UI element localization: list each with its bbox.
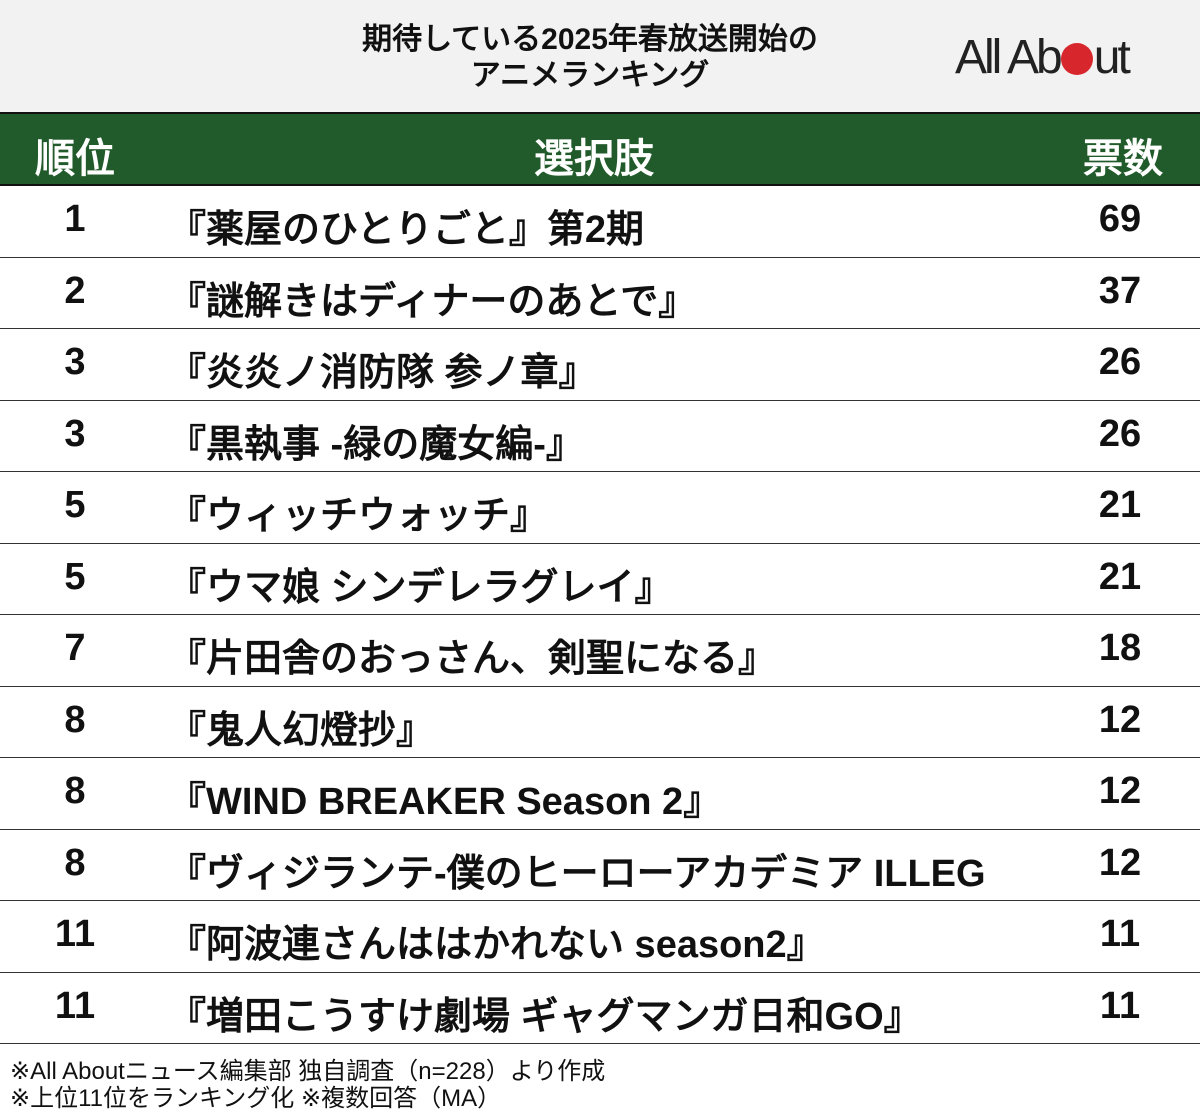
choice-cell: 『ウィッチウォッチ』	[168, 495, 549, 537]
rank-cell: 5	[64, 484, 86, 526]
page-title: 期待している2025年春放送開始の アニメランキング	[290, 22, 890, 94]
table-row: 8 『WIND BREAKER Season 2』 12	[0, 758, 1200, 830]
rank-cell: 11	[54, 913, 96, 955]
table-row: 8 『鬼人幻燈抄』 12	[0, 687, 1200, 758]
votes-cell: 26	[1098, 341, 1142, 383]
ranking-table: 1 『薬屋のひとりごと』第2期 69 2 『謎解きはディナーのあとで』 37 3 『炎炎ノ消防…	[0, 186, 1200, 1044]
votes-cell: 21	[1098, 484, 1142, 526]
choice-cell: 『増田こうすけ劇場 ギャグマンガ日和GO』	[168, 995, 922, 1038]
choice-cell: 『ヴィジランテ-僕のヒーローアカデミア ILLEG	[168, 852, 986, 895]
logo-text: All Ab	[955, 31, 1063, 84]
votes-cell: 21	[1098, 555, 1142, 598]
title-line-1: 期待している2025年春放送開始の	[362, 23, 818, 56]
header-rank: 順位	[35, 137, 115, 181]
table-row: 11 『増田こうすけ劇場 ギャグマンガ日和GO』 11	[0, 973, 1200, 1044]
votes-cell: 18	[1098, 627, 1142, 669]
rank-cell: 5	[64, 555, 86, 598]
table-row: 1 『薬屋のひとりごと』第2期 69	[0, 186, 1200, 258]
choice-cell: 『鬼人幻燈抄』	[168, 709, 435, 752]
title-bar: 期待している2025年春放送開始の アニメランキング All Ab ut	[0, 0, 1200, 114]
footnote: ※上位11位をランキング化 ※複数回答（MA）	[10, 1085, 502, 1112]
choice-cell: 『炎炎ノ消防隊 参ノ章』	[168, 352, 597, 394]
table-row: 3 『炎炎ノ消防隊 参ノ章』 26	[0, 329, 1200, 401]
table-row: 7 『片田舎のおっさん、剣聖になる』 18	[0, 615, 1200, 687]
rank-cell: 8	[64, 698, 86, 741]
rank-cell: 8	[64, 770, 86, 812]
footnote: ※All Aboutニュース編集部 独自調査（n=228）より作成	[10, 1058, 606, 1085]
rank-cell: 3	[64, 412, 86, 455]
header-votes: 票数	[1083, 137, 1163, 181]
all-about-logo: All Ab ut	[955, 30, 1131, 85]
votes-cell: 11	[1099, 913, 1141, 955]
table-row: 8 『ヴィジランテ-僕のヒーローアカデミア ILLEG 12	[0, 830, 1200, 901]
choice-cell: 『薬屋のひとりごと』第2期	[168, 209, 644, 251]
table-row: 3 『黒執事 -緑の魔女編-』 26	[0, 401, 1200, 472]
logo-text: ut	[1093, 31, 1131, 84]
header-choice: 選択肢	[534, 137, 654, 181]
table-row: 5 『ウィッチウォッチ』 21	[0, 472, 1200, 544]
title-line-2: アニメランキング	[470, 59, 710, 92]
footnotes: ※All Aboutニュース編集部 独自調査（n=228）より作成 ※上位11位…	[10, 1058, 605, 1112]
rank-cell: 7	[64, 627, 86, 669]
choice-cell: 『黒執事 -緑の魔女編-』	[168, 423, 584, 466]
choice-cell: 『片田舎のおっさん、剣聖になる』	[168, 638, 777, 680]
rank-cell: 2	[64, 269, 86, 312]
choice-cell: 『WIND BREAKER Season 2』	[168, 781, 722, 823]
table-row: 2 『謎解きはディナーのあとで』 37	[0, 258, 1200, 329]
table-header: 順位 選択肢 票数	[0, 114, 1200, 186]
votes-cell: 12	[1098, 770, 1142, 812]
rank-cell: 8	[64, 841, 86, 884]
votes-cell: 11	[1099, 984, 1141, 1027]
choice-cell: 『謎解きはディナーのあとで』	[168, 280, 697, 323]
choice-cell: 『阿波連さんははかれない season2』	[168, 924, 825, 966]
choice-cell: 『ウマ娘 シンデレラグレイ』	[168, 566, 673, 609]
votes-cell: 12	[1098, 841, 1142, 884]
table-row: 11 『阿波連さんははかれない season2』 11	[0, 901, 1200, 973]
rank-cell: 1	[64, 198, 86, 240]
votes-cell: 37	[1098, 269, 1142, 312]
rank-cell: 3	[64, 341, 86, 383]
votes-cell: 12	[1098, 698, 1142, 741]
votes-cell: 26	[1098, 412, 1142, 455]
table-row: 5 『ウマ娘 シンデレラグレイ』 21	[0, 544, 1200, 615]
logo-dot-icon	[1060, 43, 1093, 75]
rank-cell: 11	[54, 984, 96, 1027]
votes-cell: 69	[1098, 198, 1142, 240]
